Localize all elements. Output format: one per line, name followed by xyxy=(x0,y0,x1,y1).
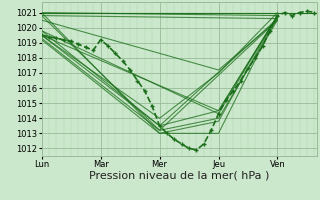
X-axis label: Pression niveau de la mer( hPa ): Pression niveau de la mer( hPa ) xyxy=(89,171,269,181)
